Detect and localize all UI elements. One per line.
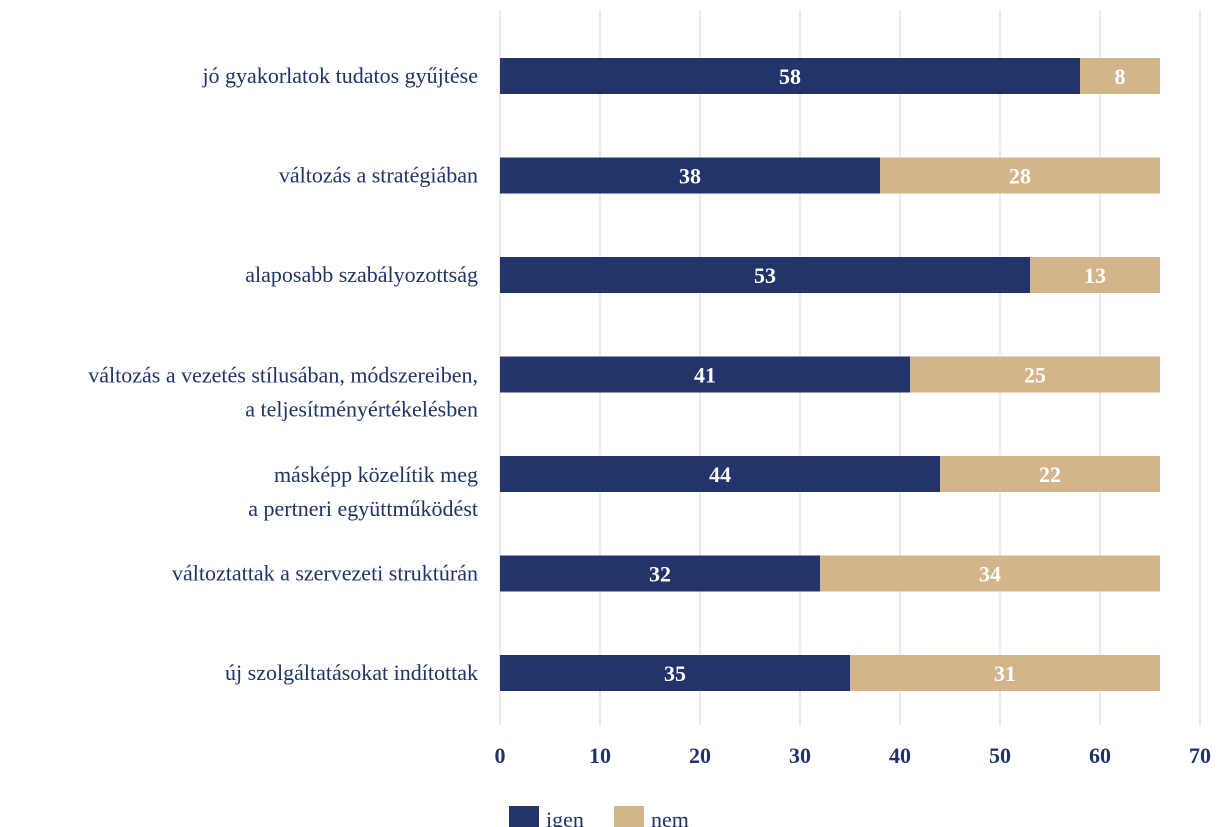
x-tick-label: 70 — [1189, 743, 1211, 768]
legend-swatch-nem — [614, 806, 644, 827]
data-label-nem: 8 — [1115, 64, 1126, 89]
bar-igen — [500, 655, 850, 691]
legend: igen nem — [509, 806, 689, 827]
category-label: jó gyakorlatok tudatos gyűjtése — [201, 63, 478, 88]
category-label: alaposabb szabályozottság — [245, 262, 478, 287]
category-label: változás a stratégiában — [279, 163, 478, 188]
data-label-igen: 41 — [694, 363, 716, 388]
data-label-nem: 28 — [1009, 164, 1031, 189]
x-tick-label: 50 — [989, 743, 1011, 768]
bar-nem — [940, 456, 1160, 492]
category-label: változás a vezetés stílusában, módszerei… — [88, 363, 478, 388]
data-label-nem: 31 — [994, 661, 1016, 686]
bar-nem — [850, 655, 1160, 691]
legend-swatch-igen — [509, 806, 539, 827]
data-label-nem: 22 — [1039, 462, 1061, 487]
bar-nem — [820, 555, 1160, 592]
data-label-igen: 38 — [679, 164, 701, 189]
data-label-igen: 32 — [649, 562, 671, 587]
data-label-nem: 25 — [1024, 363, 1046, 388]
legend-label-nem: nem — [651, 807, 689, 827]
bar-igen — [500, 555, 820, 592]
x-tick-label: 20 — [689, 743, 711, 768]
category-label: másképp közelítik meg — [274, 462, 478, 487]
data-label-nem: 34 — [979, 562, 1001, 587]
legend-label-igen: igen — [546, 807, 584, 827]
bar-igen — [500, 157, 880, 194]
category-label: változtattak a szervezeti struktúrán — [172, 561, 478, 586]
bar-nem — [910, 356, 1160, 393]
bar-igen — [500, 58, 1080, 94]
category-label: új szolgáltatásokat indítottak — [225, 660, 478, 685]
x-tick-label: 40 — [889, 743, 911, 768]
x-tick-label: 10 — [589, 743, 611, 768]
x-tick-label: 30 — [789, 743, 811, 768]
bar-nem — [880, 157, 1160, 194]
data-label-igen: 53 — [754, 263, 776, 288]
x-tick-label: 0 — [495, 743, 506, 768]
category-label: a pertneri együttműködést — [248, 496, 478, 521]
data-label-igen: 44 — [709, 462, 731, 487]
bar-nem — [1030, 257, 1160, 293]
category-label: a teljesítményértékelésben — [245, 397, 478, 422]
data-label-igen: 58 — [779, 64, 801, 89]
data-label-igen: 35 — [664, 661, 686, 686]
category-labels: jó gyakorlatok tudatos gyűjtése változás … — [88, 63, 478, 685]
x-tick-label: 60 — [1089, 743, 1111, 768]
bars: 58 8 38 28 53 13 41 25 44 22 32 34 35 31 — [500, 58, 1160, 691]
bar-igen — [500, 356, 910, 393]
data-label-nem: 13 — [1084, 263, 1106, 288]
bar-igen — [500, 456, 940, 492]
bar-igen — [500, 257, 1030, 293]
bar-nem — [1080, 58, 1160, 94]
x-axis-ticks: 0 10 20 30 40 50 60 70 — [495, 743, 1212, 768]
